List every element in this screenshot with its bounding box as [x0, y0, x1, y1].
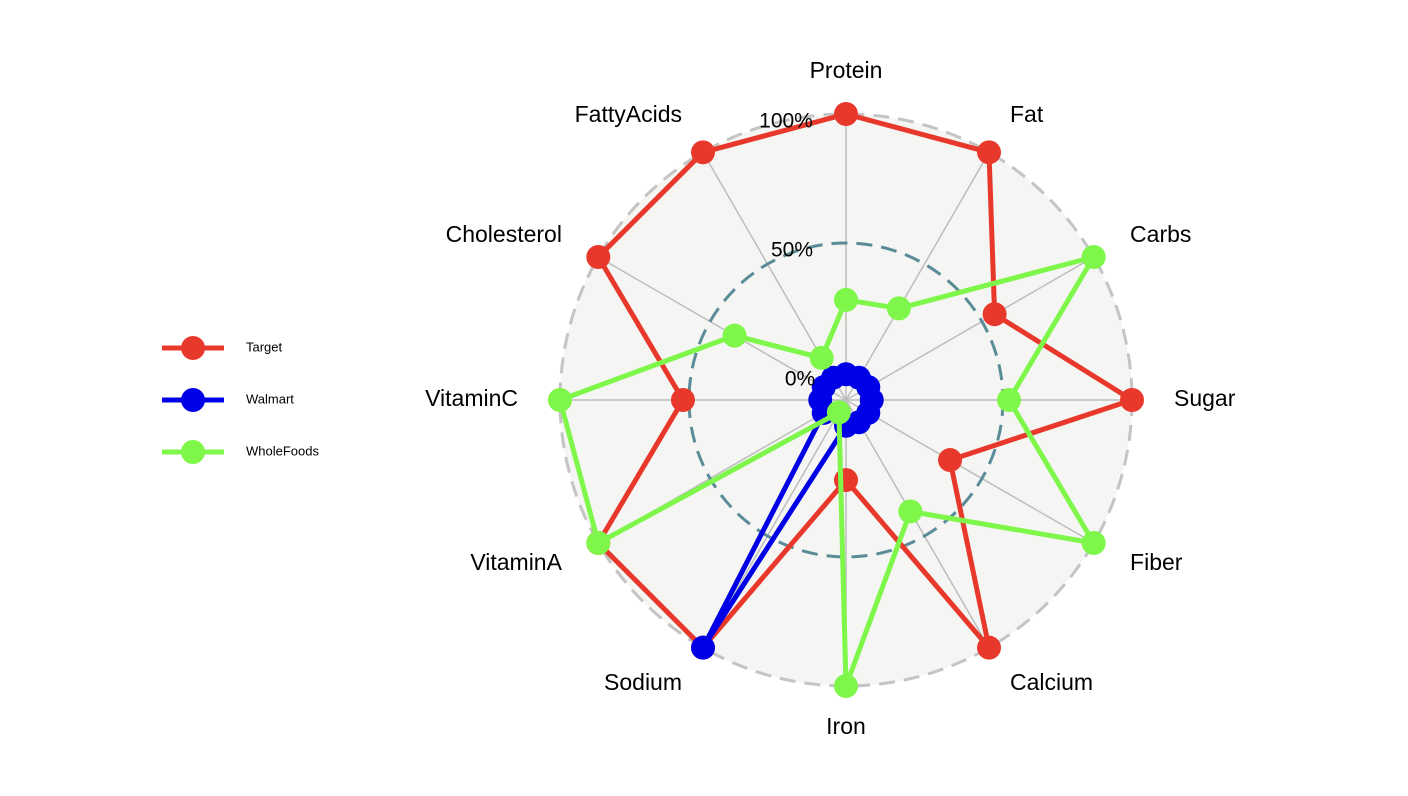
legend-marker-walmart: [181, 388, 205, 412]
point-wholefoods-fat: [886, 296, 911, 321]
point-target-calcium: [977, 635, 1001, 660]
point-target-carbs: [982, 302, 1007, 327]
category-label-calcium: Calcium: [1010, 669, 1093, 695]
category-label-fat: Fat: [1010, 101, 1044, 127]
category-label-vitaminc: VitaminC: [425, 385, 518, 411]
category-label-carbs: Carbs: [1130, 221, 1191, 247]
point-target-fat: [977, 140, 1001, 165]
legend-label-wholefoods: WholeFoods: [246, 443, 319, 458]
category-label-fattyacids: FattyAcids: [575, 101, 682, 127]
point-target-protein: [834, 102, 858, 126]
point-wholefoods-vitaminc: [548, 388, 572, 412]
point-wholefoods-protein: [834, 287, 858, 312]
radial-tick-label-50: 50%: [771, 239, 813, 262]
point-target-fiber: [938, 448, 963, 473]
point-walmart-sodium: [691, 635, 715, 660]
point-target-vitaminc: [670, 388, 695, 412]
legend: Target Walmart WholeFoods: [162, 336, 319, 464]
legend-marker-target: [181, 336, 205, 360]
point-wholefoods-vitamina: [586, 531, 611, 555]
point-wholefoods-iron: [834, 674, 858, 698]
category-label-iron: Iron: [826, 713, 866, 739]
point-target-cholesterol: [586, 245, 611, 269]
point-wholefoods-calcium: [898, 499, 923, 524]
category-label-sodium: Sodium: [604, 669, 682, 695]
point-target-iron: [834, 468, 858, 493]
legend-label-walmart: Walmart: [246, 391, 294, 406]
spoke-fiber: [845, 399, 1095, 544]
legend-label-target: Target: [246, 339, 283, 354]
point-wholefoods-fiber: [1081, 531, 1106, 555]
spoke-cholesterol: [597, 256, 847, 401]
point-wholefoods-cholesterol: [722, 323, 747, 348]
point-target-sugar: [1120, 388, 1144, 412]
point-wholefoods-sugar: [997, 388, 1022, 412]
category-label-protein: Protein: [810, 57, 883, 83]
plot-area: 0% 50% 100% Protein Fat Carbs Sugar Fiber Calciu…: [425, 57, 1236, 739]
point-target-fattyacids: [691, 140, 715, 165]
category-label-sugar: Sugar: [1174, 385, 1236, 411]
category-label-fiber: Fiber: [1130, 549, 1183, 575]
point-walmart-fattyacids: [821, 365, 846, 390]
point-wholefoods-sodium: [826, 400, 851, 425]
spoke-fat: [845, 151, 990, 401]
category-label-cholesterol: Cholesterol: [446, 221, 562, 247]
spoke-carbs: [845, 256, 1095, 401]
spoke-calcium: [845, 399, 990, 649]
category-label-vitamina: VitaminA: [470, 549, 562, 575]
point-wholefoods-fattyacids: [809, 345, 834, 370]
point-wholefoods-carbs: [1081, 245, 1106, 269]
legend-marker-wholefoods: [181, 440, 205, 464]
radial-tick-label-100: 100%: [759, 110, 813, 133]
radial-tick-label-0: 0%: [785, 368, 815, 391]
